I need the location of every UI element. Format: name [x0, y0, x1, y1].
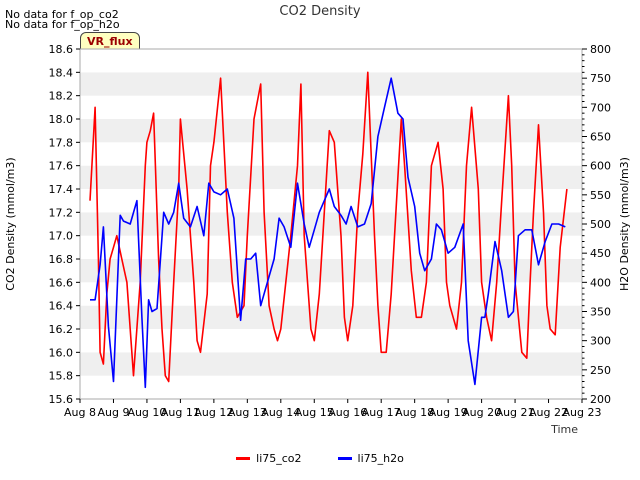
- legend-item-h2o: li75_h2o: [337, 452, 404, 465]
- y-tick-label: 18.2: [49, 90, 74, 103]
- grid-band: [80, 282, 582, 306]
- grid-band: [80, 142, 582, 166]
- y-tick-label: 18.0: [49, 113, 74, 126]
- legend-swatch-h2o: [337, 457, 352, 460]
- y2-axis-label: H2O Density (mmol/m3): [618, 157, 631, 291]
- y-tick-label: 16.0: [49, 346, 74, 359]
- y2-tick-label: 200: [590, 393, 611, 406]
- y2-tick-label: 800: [590, 43, 611, 56]
- y2-tick-label: 400: [590, 276, 611, 289]
- y-tick-label: 18.6: [49, 43, 74, 56]
- no-data-note-co2: No data for f_op_co2: [5, 8, 119, 21]
- y2-tick-label: 500: [590, 218, 611, 231]
- y2-tick-label: 550: [590, 189, 611, 202]
- y-tick-label: 16.2: [49, 323, 74, 336]
- y-tick-label: 17.6: [49, 160, 74, 173]
- x-axis-label: Time: [550, 423, 578, 436]
- grid-band: [80, 329, 582, 353]
- y-tick-label: 17.0: [49, 230, 74, 243]
- x-tick-label: Aug 13: [228, 406, 267, 419]
- plot-bands: [80, 49, 582, 399]
- series-layer: [89, 71, 568, 389]
- grid-band: [80, 95, 582, 119]
- legend-label-co2: li75_co2: [256, 452, 302, 465]
- y2-tick-label: 450: [590, 247, 611, 260]
- y-axis-left: 15.6 15.8 16.0 16.2 16.4 16.6 16.8 17.0 17.2 17.4…: [49, 43, 80, 406]
- y-tick-label: 17.4: [49, 183, 74, 196]
- grid-band: [80, 259, 582, 283]
- legend-swatch-co2: [236, 457, 251, 460]
- y2-tick-label: 300: [590, 335, 611, 348]
- x-tick-label: Aug 19: [429, 406, 468, 419]
- y-tick-label: 16.6: [49, 276, 74, 289]
- y2-tick-label: 700: [590, 101, 611, 114]
- y2-tick-label: 250: [590, 364, 611, 377]
- y2-tick-label: 650: [590, 131, 611, 144]
- grid-band: [80, 212, 582, 236]
- x-tick-label: Aug 14: [261, 406, 300, 419]
- x-tick-label: Aug 23: [563, 406, 602, 419]
- x-tick-label: Aug 10: [127, 406, 166, 419]
- y2-tick-label: 600: [590, 160, 611, 173]
- x-tick-label: Aug 21: [496, 406, 535, 419]
- y-tick-label: 17.2: [49, 206, 74, 219]
- y-tick-label: 17.8: [49, 136, 74, 149]
- x-tick-label: Aug 15: [295, 406, 334, 419]
- x-tick-label: Aug 20: [462, 406, 501, 419]
- grid-band: [80, 72, 582, 96]
- vr-flux-badge: VR_flux: [80, 32, 140, 51]
- series-line-li75_h2o: [90, 77, 566, 389]
- x-tick-label: Aug 12: [194, 406, 233, 419]
- grid-band: [80, 165, 582, 189]
- y-tick-label: 15.6: [49, 393, 74, 406]
- x-tick-label: Aug 18: [395, 406, 434, 419]
- grid-band: [80, 119, 582, 143]
- grid-band: [80, 235, 582, 259]
- x-tick-label: Aug 11: [161, 406, 200, 419]
- chart-title: CO2 Density: [279, 4, 361, 19]
- y-axis-right: 200 250 300 350 400 450 500 550 600 650 700 750 800: [582, 43, 611, 406]
- grid-band: [80, 375, 582, 399]
- y-tick-label: 18.4: [49, 66, 74, 79]
- legend: li75_co2 li75_h2o: [0, 452, 640, 465]
- y-tick-label: 16.8: [49, 253, 74, 266]
- legend-item-co2: li75_co2: [236, 452, 302, 465]
- x-tick-label: Aug 16: [328, 406, 367, 419]
- y-tick-label: 15.8: [49, 370, 74, 383]
- y-axis-label: CO2 Density (mmol/m3): [4, 157, 17, 290]
- x-tick-label: Aug 17: [362, 406, 401, 419]
- y-tick-label: 16.4: [49, 300, 74, 313]
- grid-band: [80, 352, 582, 376]
- series-line-li75_co2: [89, 71, 568, 383]
- x-tick-label: Aug 22: [529, 406, 568, 419]
- no-data-note-h2o: No data for f_op_h2o: [5, 18, 120, 31]
- x-tick-label: Aug 8: [64, 406, 96, 419]
- y2-tick-label: 750: [590, 72, 611, 85]
- x-tick-label: Aug 9: [97, 406, 129, 419]
- grid-band: [80, 189, 582, 213]
- grid-band: [80, 49, 582, 73]
- legend-label-h2o: li75_h2o: [357, 452, 404, 465]
- y2-tick-label: 350: [590, 306, 611, 319]
